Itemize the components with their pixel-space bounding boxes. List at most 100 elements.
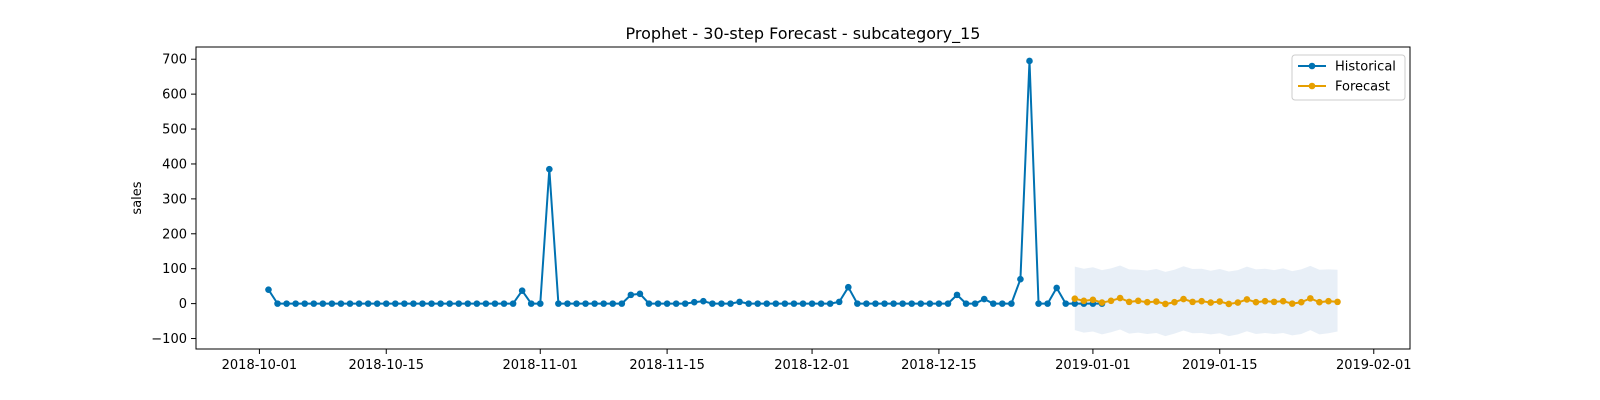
historical-point [319,300,327,307]
forecast-interval-band [1074,265,1338,337]
x-tick-label: 2019-02-01 [1336,358,1412,373]
forecast-point [1171,298,1178,306]
historical-point [355,300,363,307]
historical-point [790,300,798,307]
forecast-point [1325,297,1332,305]
historical-point [437,300,444,307]
y-tick-label: 100 [162,262,187,277]
forecast-point [1270,298,1278,306]
historical-point [754,300,762,307]
historical-point [1071,300,1079,307]
historical-point [672,300,680,307]
historical-point [690,298,698,306]
y-tick-label: 500 [162,123,187,138]
forecast-point [1252,298,1260,306]
historical-point [500,300,508,307]
historical-point [292,300,299,307]
x-axis: 2018-10-01 2018-10-15 2018-11-01 2018-11-15… [222,349,1412,373]
legend: Historical Forecast [1291,54,1406,101]
historical-point [310,300,318,307]
historical-point [546,165,553,173]
y-tick-label: 0 [179,297,187,312]
y-tick-label: 400 [162,157,187,172]
historical-point [799,300,807,307]
historical-point [844,283,852,291]
y-axis-label: sales [130,181,145,214]
historical-point [482,300,490,307]
forecast-point [1180,295,1187,303]
historical-point [346,300,354,307]
historical-point [718,300,725,307]
forecast-point [1334,298,1341,306]
historical-point [971,300,979,307]
y-tick-label: −100 [151,332,187,347]
historical-point [763,300,771,307]
forecast-point [1125,298,1133,306]
historical-point [663,300,671,307]
historical-point [627,291,635,299]
historical-point [1017,275,1024,283]
forecast-point [1089,296,1097,304]
historical-point [618,300,626,307]
historical-point [1044,300,1051,307]
series-layer [265,57,1341,308]
historical-point [700,297,707,305]
forecast-point [1261,297,1269,305]
x-tick-label: 2018-12-15 [901,358,977,373]
legend-swatch-marker [1308,82,1316,90]
historical-point [364,300,372,307]
forecast-point [1279,297,1287,305]
y-tick-label: 600 [162,88,187,103]
x-tick-label: 2018-10-01 [222,358,298,373]
chart-title: Prophet - 30-step Forecast - subcategory… [626,24,981,44]
historical-point [999,300,1006,307]
historical-point [826,300,834,307]
historical-point [283,300,290,307]
historical-point [419,300,426,307]
x-tick-label: 2018-11-15 [629,358,705,373]
forecast-point [1189,298,1196,306]
historical-point [953,291,961,299]
historical-point [709,300,716,307]
historical-point [455,300,463,307]
historical-point [989,300,997,307]
historical-line [267,59,1102,305]
historical-point [609,300,617,307]
forecast-point [1107,297,1115,305]
forecast-point [1307,295,1314,302]
historical-point [727,300,734,307]
historical-point [473,300,481,307]
historical-point [745,300,752,307]
historical-point [863,300,870,307]
historical-point [781,300,789,307]
historical-point [564,300,571,307]
historical-point [899,300,906,307]
historical-point [890,300,897,307]
historical-point [600,300,607,307]
forecast-point [1216,298,1224,305]
historical-point [337,300,345,307]
historical-point [274,300,281,307]
historical-point [555,300,562,307]
historical-point [654,300,662,307]
historical-point [917,300,925,307]
forecast-point [1225,300,1233,308]
legend-swatch-marker [1308,62,1316,70]
forecast-point [1234,299,1242,306]
historical-point [808,300,816,307]
confidence-interval-layer [1074,265,1338,337]
forecast-point [1116,294,1124,302]
historical-point [1008,300,1015,307]
historical-point [573,300,580,307]
forecast-point [1143,298,1151,306]
historical-point [817,300,825,307]
x-tick-label: 2019-01-01 [1055,358,1131,373]
historical-point [428,300,435,307]
forecast-point [1071,295,1079,303]
historical-point [392,300,399,307]
historical-point [373,300,381,307]
x-tick-label: 2019-01-15 [1182,358,1258,373]
historical-point [872,300,879,307]
historical-point [1035,300,1042,307]
